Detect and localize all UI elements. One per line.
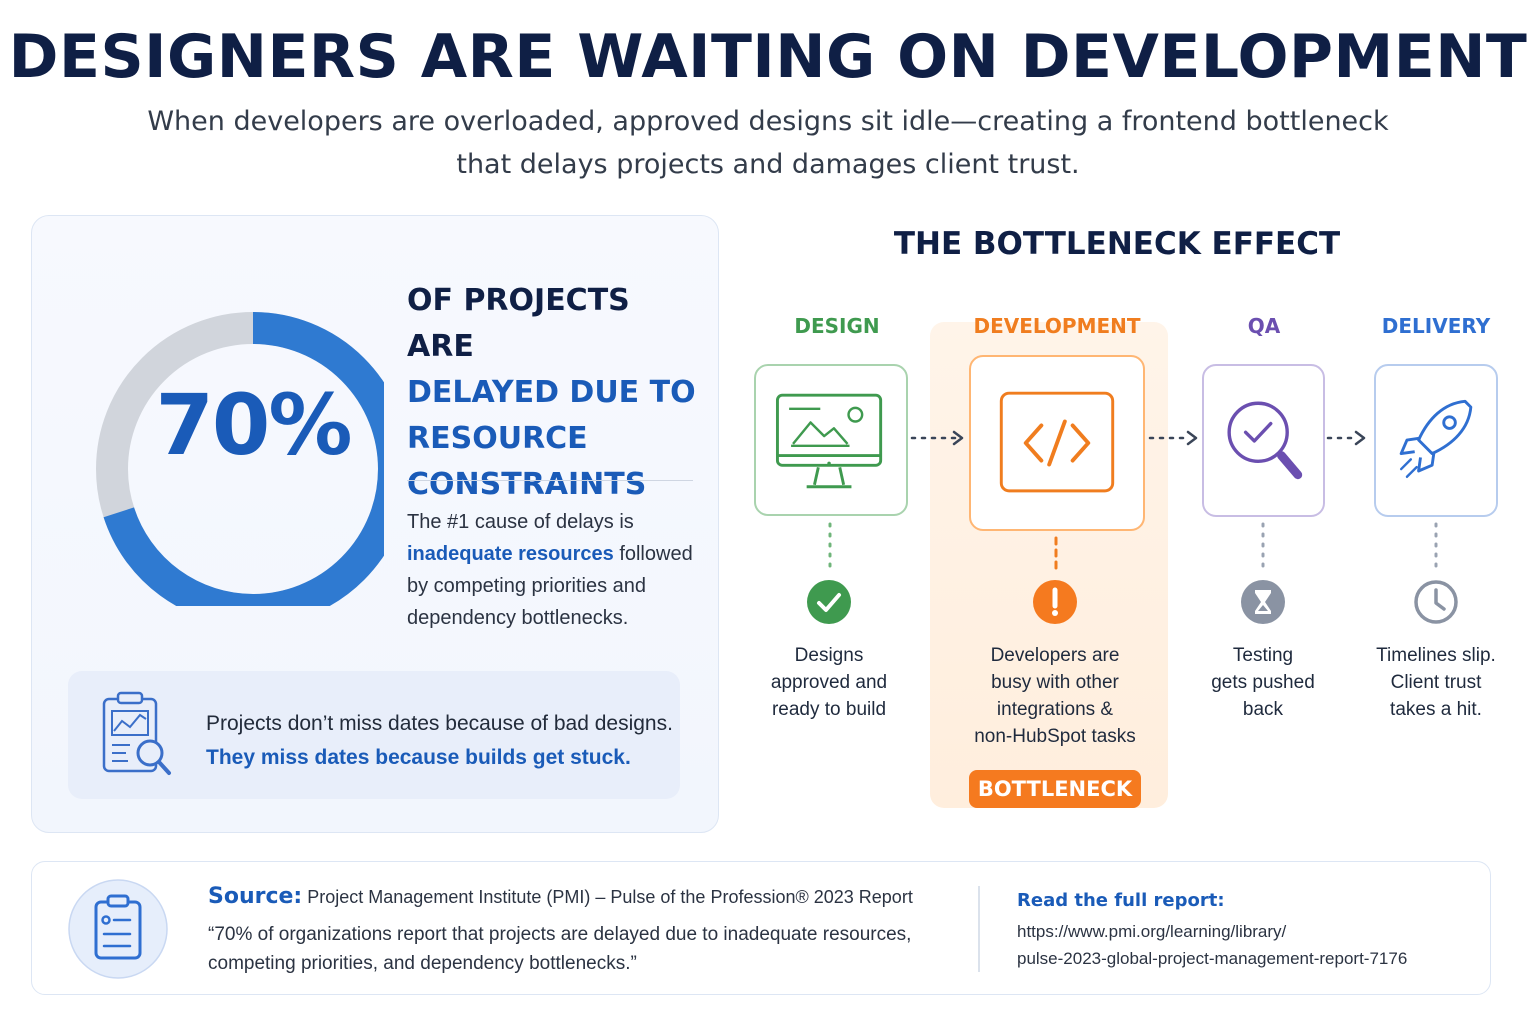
report-url-line[interactable]: pulse-2023-global-project-management-rep… [1017,949,1408,968]
stat-value: 70% [155,376,352,474]
desc-line: Designs [794,645,864,666]
alert-circle-icon [1033,580,1077,624]
stat-card: 70% OF PROJECTS ARE DELAYED DUE TO RESOU… [31,215,719,833]
rocket-icon [1399,399,1473,478]
desc-line: gets pushed [1211,672,1315,693]
magnifier-check-icon [1227,401,1303,480]
desc-line: Timelines slip. [1376,645,1496,666]
stage-box-development [969,355,1145,531]
headline-line: DELAYED DUE TO [407,375,696,410]
cause-highlight: inadequate resources [407,543,614,565]
desc-line: Developers are [990,645,1120,666]
stage-box-delivery [1374,364,1498,517]
cause-post: followed by competing priorities and dep… [407,543,693,629]
divider [407,480,693,481]
desc-line: ready to build [771,699,887,720]
callout-text: Projects don’t miss dates because of bad… [206,707,676,775]
stage-box-qa [1202,364,1325,517]
quote-line: competing priorities, and dependency bot… [208,953,637,974]
subtitle-line: When developers are overloaded, approved… [147,106,1389,137]
stage-box-design [754,364,908,516]
stage-desc-development: Developers are busy with other integrati… [942,642,1168,750]
source-card: Source: Project Management Institute (PM… [31,861,1491,995]
report-url-line[interactable]: https://www.pmi.org/learning/library/ [1017,922,1287,941]
stat-headline: OF PROJECTS ARE DELAYED DUE TO RESOURCE … [407,278,707,508]
quote-line: “70% of organizations report that projec… [208,924,912,945]
headline-line: OF PROJECTS ARE [407,283,630,364]
connector-line [1054,536,1058,574]
bottleneck-badge: BOTTLENECK [969,770,1141,808]
source-quote: “70% of organizations report that projec… [208,920,968,978]
cause-pre: The #1 cause of delays is [407,511,634,533]
subtitle-line: that delays projects and damages client … [456,149,1080,180]
effect-title: THE BOTTLENECK EFFECT [893,226,1341,262]
source-label: Source: [208,884,303,909]
clipboard-icon [68,879,168,979]
report-label: Read the full report: [1017,890,1225,911]
connector-line [1261,522,1265,574]
stage-label-qa: QA [1247,314,1281,338]
desc-line: integrations & [996,699,1114,720]
check-circle-icon [807,580,851,624]
desc-line: takes a hit. [1390,699,1482,720]
code-icon [999,391,1115,493]
headline-line: CONSTRAINTS [407,467,647,502]
connector-line [1434,522,1438,574]
desc-line: back [1242,699,1284,720]
desc-line: approved and [770,672,888,693]
page-subtitle: When developers are overloaded, approved… [0,100,1536,186]
desc-line: non-HubSpot tasks [974,726,1136,747]
stage-label-development: DEVELOPMENT [973,314,1141,338]
clock-icon [1414,580,1458,624]
stage-label-delivery: DELIVERY [1381,314,1491,338]
arrow-right-icon [910,430,964,446]
desc-line: Client trust [1390,672,1482,693]
donut-chart [96,312,384,606]
desc-line: busy with other [991,672,1119,693]
source-separator [978,886,980,972]
monitor-image-icon [775,393,883,489]
callout-emphasis: They miss dates because builds get stuck… [206,746,631,769]
headline-line: RESOURCE [407,421,588,456]
page-title: DESIGNERS ARE WAITING ON DEVELOPMENT [8,22,1528,92]
report-link[interactable]: https://www.pmi.org/learning/library/ pu… [1017,918,1487,972]
donut-value-arc [96,312,384,606]
callout-line: Projects don’t miss dates because of bad… [206,712,673,735]
source-citation: Source: Project Management Institute (PM… [208,884,968,909]
stage-desc-qa: Testing gets pushed back [1184,642,1342,723]
desc-line: Testing [1232,645,1294,666]
stage-desc-delivery: Timelines slip. Client trust takes a hit… [1356,642,1516,723]
callout-box: Projects don’t miss dates because of bad… [68,671,680,799]
stage-desc-design: Designs approved and ready to build [740,642,918,723]
arrow-right-icon [1326,430,1366,446]
connector-line [828,522,832,574]
hourglass-icon [1241,580,1285,624]
stage-label-design: DESIGN [794,314,880,338]
cause-text: The #1 cause of delays is inadequate res… [407,506,707,634]
arrow-right-icon [1148,430,1198,446]
source-citation-text: Project Management Institute (PMI) – Pul… [307,887,913,907]
report-magnifier-icon [102,691,171,775]
